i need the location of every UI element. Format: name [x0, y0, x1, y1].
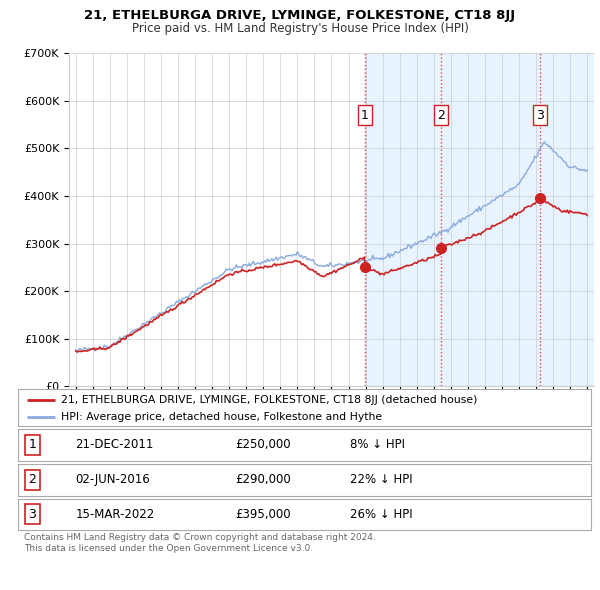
Text: 2: 2 [28, 473, 36, 486]
Text: 3: 3 [28, 508, 36, 521]
Text: 22% ↓ HPI: 22% ↓ HPI [350, 473, 413, 486]
Text: 21, ETHELBURGA DRIVE, LYMINGE, FOLKESTONE, CT18 8JJ (detached house): 21, ETHELBURGA DRIVE, LYMINGE, FOLKESTON… [61, 395, 478, 405]
Text: 02-JUN-2016: 02-JUN-2016 [76, 473, 150, 486]
Bar [365, 53, 594, 386]
Text: £290,000: £290,000 [236, 473, 292, 486]
Text: 21-DEC-2011: 21-DEC-2011 [76, 438, 154, 451]
Text: 1: 1 [28, 438, 36, 451]
Text: HPI: Average price, detached house, Folkestone and Hythe: HPI: Average price, detached house, Folk… [61, 412, 382, 422]
Text: £250,000: £250,000 [236, 438, 292, 451]
Text: 2: 2 [437, 109, 445, 122]
Text: 3: 3 [536, 109, 544, 122]
Text: 1: 1 [361, 109, 369, 122]
Text: 26% ↓ HPI: 26% ↓ HPI [350, 508, 413, 521]
Text: Price paid vs. HM Land Registry's House Price Index (HPI): Price paid vs. HM Land Registry's House … [131, 22, 469, 35]
Text: 15-MAR-2022: 15-MAR-2022 [76, 508, 155, 521]
Text: £395,000: £395,000 [236, 508, 292, 521]
Text: 21, ETHELBURGA DRIVE, LYMINGE, FOLKESTONE, CT18 8JJ: 21, ETHELBURGA DRIVE, LYMINGE, FOLKESTON… [85, 9, 515, 22]
Text: 8% ↓ HPI: 8% ↓ HPI [350, 438, 406, 451]
Text: Contains HM Land Registry data © Crown copyright and database right 2024.
This d: Contains HM Land Registry data © Crown c… [24, 533, 376, 553]
